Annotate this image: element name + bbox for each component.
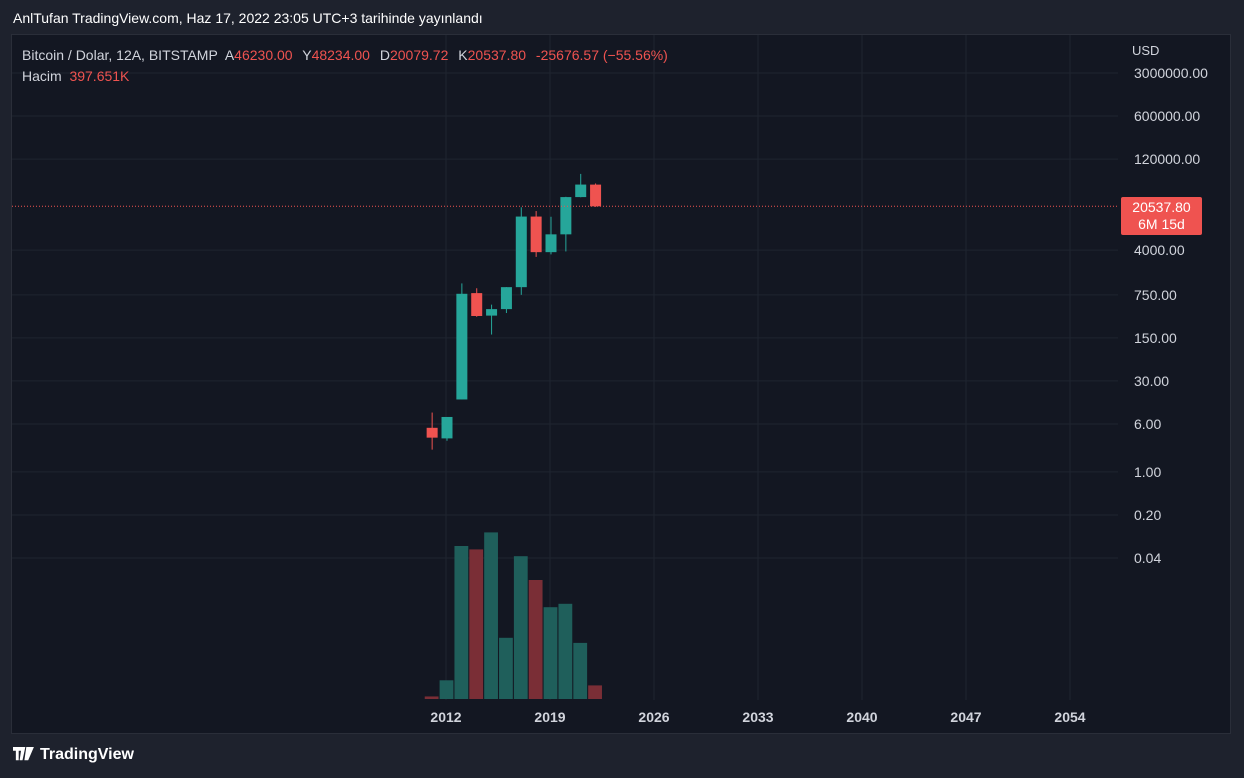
candle-body <box>590 184 602 207</box>
candle-body <box>441 416 453 439</box>
open-value: 46230.00 <box>234 47 293 63</box>
chart-panel[interactable] <box>11 34 1231 734</box>
publish-info: AnlTufan TradingView.com, Haz 17, 2022 2… <box>13 10 483 26</box>
low-value: 20079.72 <box>389 47 449 63</box>
price-tick-label: 1.00 <box>1134 464 1161 480</box>
volume-bar <box>499 637 513 699</box>
brand-text: TradingView <box>40 746 134 763</box>
volume-label[interactable]: Hacim <box>22 68 62 84</box>
price-tick-label: 6.00 <box>1134 416 1161 432</box>
volume-bar <box>424 696 439 699</box>
volume-bar <box>513 556 528 699</box>
time-tick-label: 2047 <box>950 709 981 725</box>
candle-body <box>545 234 557 253</box>
close-label: K <box>458 47 468 63</box>
price-tick-label: 120000.00 <box>1134 151 1200 167</box>
volume-value: 397.651K <box>69 68 130 84</box>
current-price-value: 20537.80 <box>1132 199 1191 215</box>
candle-body <box>456 293 468 400</box>
price-axis: 3000000.00 600000.00 120000.00 4000.00 750.0… <box>1134 65 1208 566</box>
price-tick-label: 3000000.00 <box>1134 65 1208 81</box>
time-tick-label: 2019 <box>534 709 565 725</box>
price-tick-label: 0.04 <box>1134 550 1161 566</box>
candle-body <box>515 216 527 288</box>
open-label: A <box>224 47 235 63</box>
volume-bar <box>528 580 543 699</box>
candle-body <box>486 309 498 316</box>
volume-bar <box>439 680 454 699</box>
candle-body <box>575 184 587 198</box>
current-price-badge: 20537.80 6M 15d <box>1121 197 1202 235</box>
symbol-label[interactable]: Bitcoin / Dolar, 12A, BITSTAMP <box>22 47 218 63</box>
price-tick-label: 4000.00 <box>1134 242 1185 258</box>
high-value: 48234.00 <box>311 47 370 63</box>
time-tick-label: 2040 <box>846 709 877 725</box>
ohlc-row: Bitcoin / Dolar, 12A, BITSTAMP A46230.00… <box>22 45 668 66</box>
volume-bar <box>573 642 588 699</box>
volume-bar <box>558 603 573 699</box>
candles <box>426 173 602 450</box>
price-tick-label: 150.00 <box>1134 330 1177 346</box>
candle-body <box>530 216 542 253</box>
candle-body <box>426 427 438 438</box>
time-tick-label: 2026 <box>638 709 669 725</box>
currency-label: USD <box>1132 43 1159 58</box>
volume-bar <box>588 685 602 699</box>
candle-body <box>500 287 512 310</box>
volume-bar <box>484 532 498 699</box>
tradingview-brand[interactable]: TradingView <box>13 746 134 764</box>
time-tick-label: 2054 <box>1054 709 1085 725</box>
candle-body <box>471 293 483 316</box>
volume-bars <box>424 532 602 699</box>
chart-grid <box>12 35 1118 700</box>
change-value: -25676.57 (−55.56%) <box>535 47 668 63</box>
high-label: Y <box>302 47 312 63</box>
price-tick-label: 750.00 <box>1134 287 1177 303</box>
volume-bar <box>469 549 484 699</box>
volume-row: Hacim 397.651K <box>22 66 668 87</box>
chart-legend: Bitcoin / Dolar, 12A, BITSTAMP A46230.00… <box>22 45 668 87</box>
bar-countdown: 6M 15d <box>1138 216 1185 232</box>
volume-bar <box>543 607 558 699</box>
price-tick-label: 0.20 <box>1134 507 1161 523</box>
time-tick-label: 2033 <box>742 709 773 725</box>
close-value: 20537.80 <box>467 47 527 63</box>
tradingview-logo-icon <box>13 746 35 764</box>
time-axis: 2012 2019 2026 2033 2040 2047 2054 <box>430 709 1085 725</box>
low-label: D <box>379 47 390 63</box>
price-tick-label: 600000.00 <box>1134 108 1200 124</box>
price-tick-label: 30.00 <box>1134 373 1169 389</box>
time-tick-label: 2012 <box>430 709 461 725</box>
candle-body <box>560 197 572 235</box>
volume-bar <box>454 546 469 699</box>
